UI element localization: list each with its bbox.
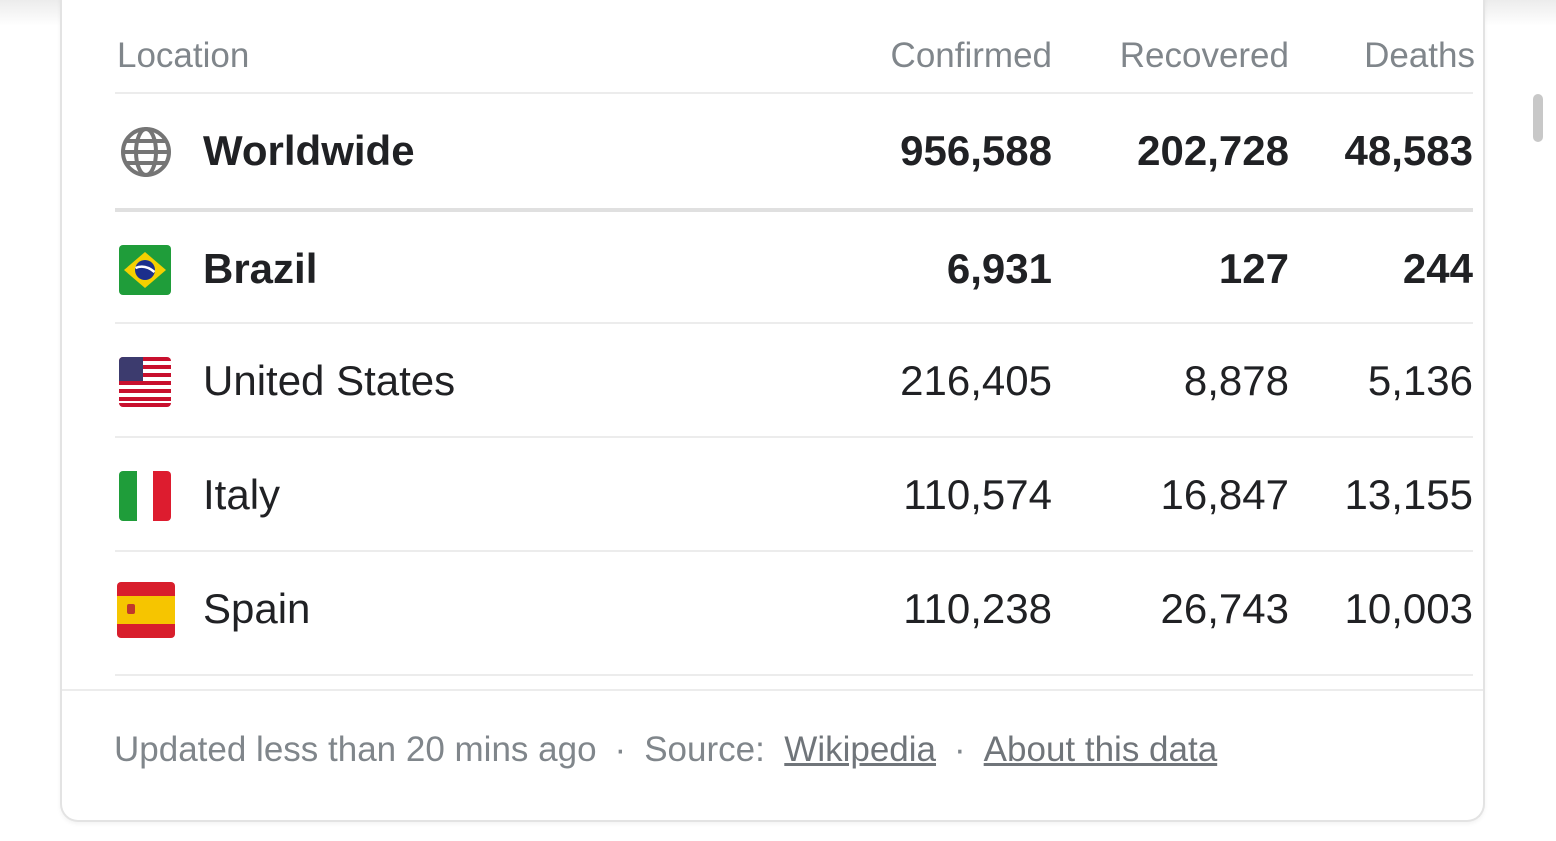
us-flag-icon	[119, 357, 171, 407]
about-data-link[interactable]: About this data	[983, 730, 1218, 769]
table-scrollbar[interactable]	[1533, 94, 1543, 142]
table-bottom-divider	[115, 674, 1473, 676]
globe-icon	[119, 125, 173, 189]
confirmed-value: 110,238	[903, 585, 1052, 632]
confirmed-value: 956,588	[900, 127, 1052, 174]
wikipedia-link[interactable]: Wikipedia	[784, 730, 937, 769]
location-name: Brazil	[203, 245, 318, 292]
table-row-italy[interactable]: Italy 110,574 16,847 13,155	[115, 436, 1473, 550]
deaths-value: 5,136	[1367, 357, 1473, 404]
deaths-value: 244	[1402, 245, 1473, 292]
confirmed-value: 6,931	[946, 245, 1052, 292]
italy-flag-icon	[119, 471, 171, 521]
recovered-value: 8,878	[1183, 357, 1289, 404]
confirmed-value: 110,574	[903, 471, 1052, 518]
footer-separator: ·	[954, 730, 966, 769]
table-row-worldwide[interactable]: Worldwide 956,588 202,728 48,583	[115, 92, 1473, 208]
source-label: Source:	[644, 730, 765, 769]
brazil-flag-icon	[119, 245, 171, 295]
location-name: Italy	[203, 471, 281, 518]
header-location: Location	[117, 36, 250, 75]
recovered-value: 127	[1218, 245, 1289, 292]
table-row-spain[interactable]: Spain 110,238 26,743 10,003	[115, 550, 1473, 664]
table-header: Location Confirmed Recovered Deaths	[115, 22, 1475, 92]
card-footer: Updated less than 20 mins ago · Source: Wi…	[114, 730, 1217, 770]
recovered-value: 16,847	[1160, 471, 1289, 518]
location-name: Spain	[203, 585, 311, 632]
deaths-value: 13,155	[1344, 471, 1473, 518]
deaths-value: 10,003	[1344, 585, 1473, 632]
recovered-value: 26,743	[1160, 585, 1289, 632]
header-recovered: Recovered	[1119, 36, 1289, 75]
location-name: Worldwide	[203, 127, 415, 174]
table-row-brazil[interactable]: Brazil 6,931 127 244	[115, 208, 1473, 322]
header-deaths: Deaths	[1364, 36, 1475, 75]
covid-stats-card: Location Confirmed Recovered Deaths Worl…	[60, 0, 1543, 822]
confirmed-value: 216,405	[900, 357, 1052, 404]
footer-divider	[62, 689, 1483, 691]
table-row-united-states[interactable]: United States 216,405 8,878 5,136	[115, 322, 1473, 436]
deaths-value: 48,583	[1344, 127, 1473, 174]
recovered-value: 202,728	[1137, 127, 1289, 174]
footer-separator: ·	[614, 730, 627, 769]
location-name: United States	[203, 357, 456, 404]
stats-table: Worldwide 956,588 202,728 48,583 Brazil …	[115, 92, 1473, 664]
header-confirmed: Confirmed	[890, 36, 1052, 75]
updated-text: Updated less than 20 mins ago	[114, 730, 597, 769]
spain-flag-icon	[117, 582, 175, 638]
